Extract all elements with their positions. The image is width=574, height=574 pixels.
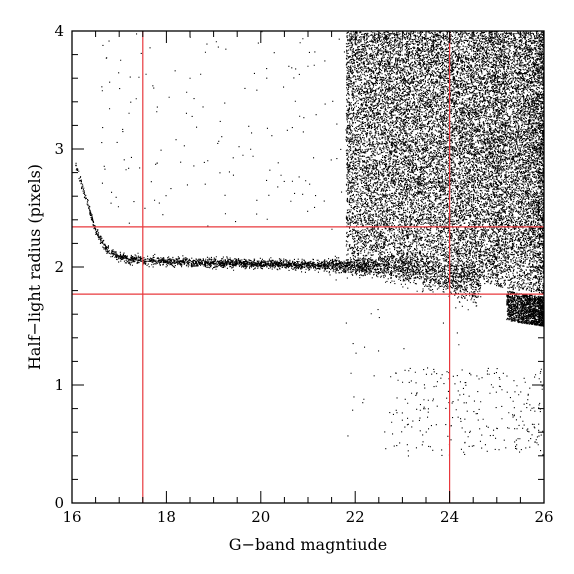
x-tick-label: 24 [440, 508, 459, 526]
y-tick-label: 0 [54, 494, 64, 512]
y-tick-label: 3 [54, 140, 64, 158]
x-tick-label: 26 [534, 508, 553, 526]
x-tick-labels: 16 18 20 22 24 26 [62, 508, 553, 526]
axis-ticks [71, 30, 545, 504]
y-axis-label: Half−light radius (pixels) [25, 164, 44, 370]
scatter-points [75, 31, 544, 457]
x-tick-label: 20 [251, 508, 270, 526]
x-axis-label: G−band magntiude [229, 535, 387, 554]
y-tick-labels: 0 1 2 3 4 [54, 22, 64, 512]
reference-lines [72, 31, 544, 503]
y-tick-label: 4 [54, 22, 64, 40]
x-tick-label: 18 [157, 508, 176, 526]
x-tick-label: 16 [62, 508, 81, 526]
data-points [75, 31, 544, 457]
x-tick-label: 22 [346, 508, 365, 526]
y-tick-label: 1 [54, 376, 64, 394]
y-tick-label: 2 [54, 258, 64, 276]
